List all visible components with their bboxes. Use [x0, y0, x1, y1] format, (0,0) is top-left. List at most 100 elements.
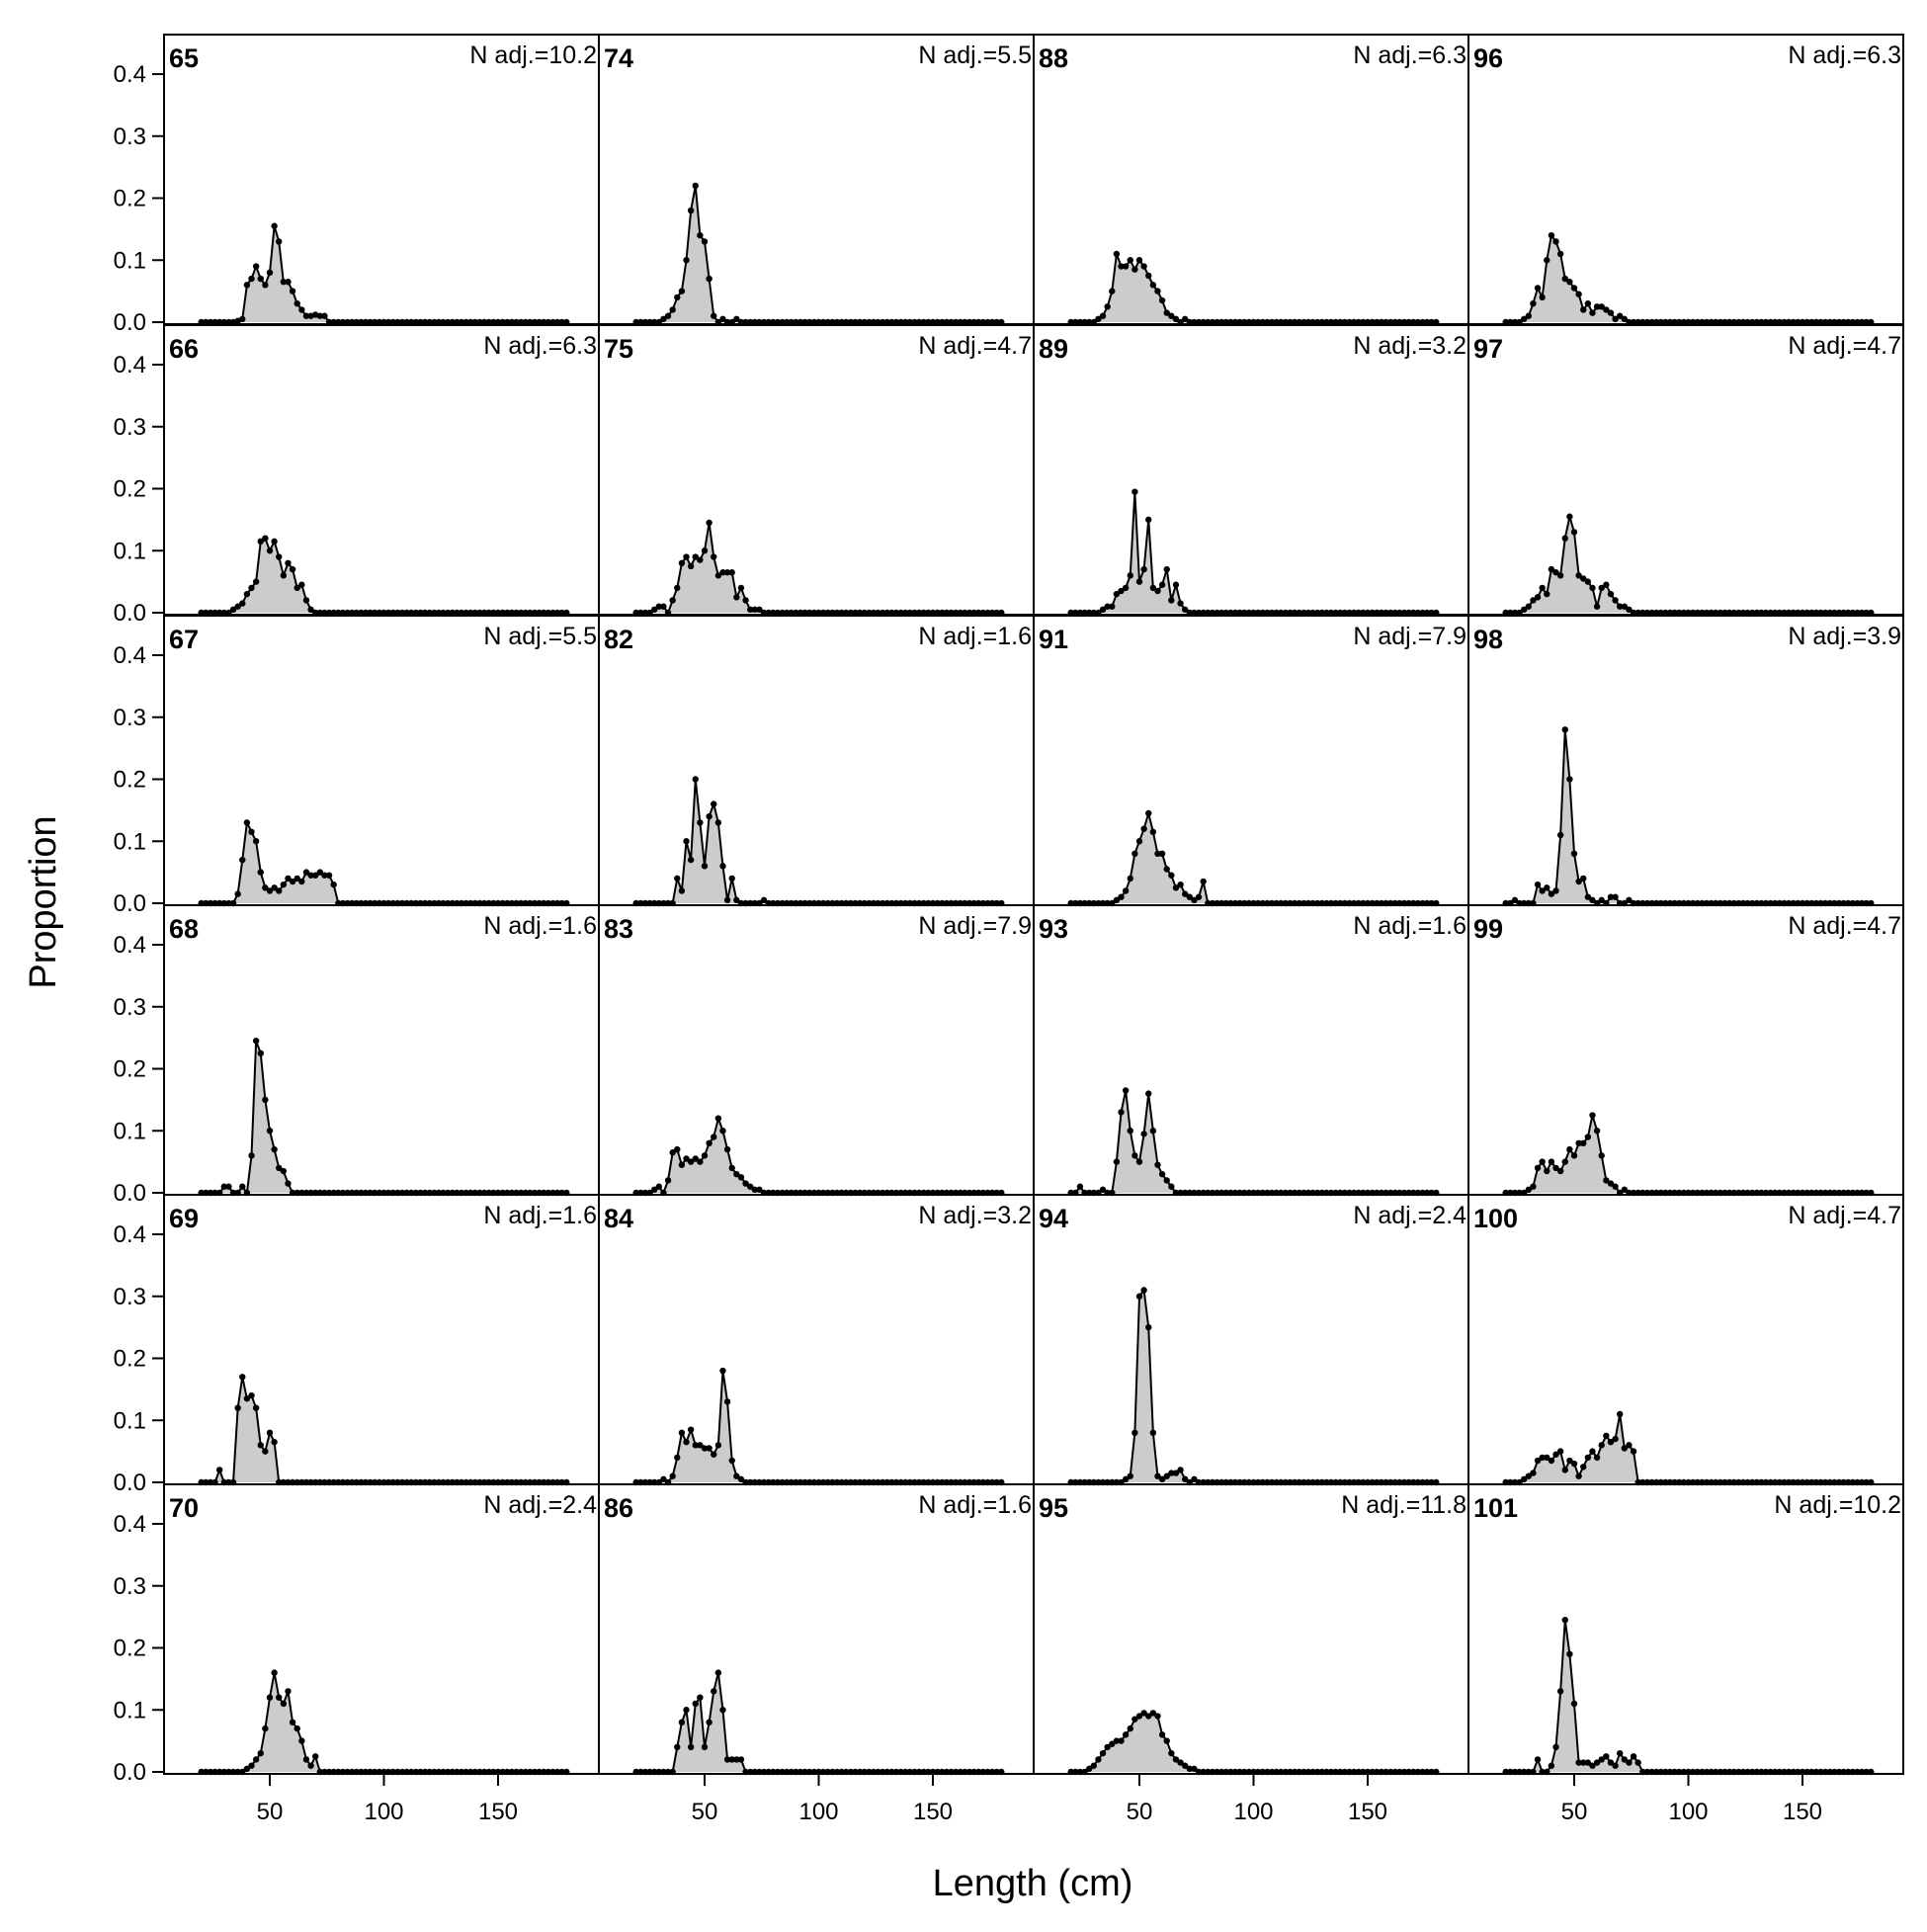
series-area: [1070, 253, 1437, 322]
data-point: [211, 318, 218, 326]
data-point: [1626, 606, 1633, 614]
data-point: [1287, 1768, 1294, 1776]
data-point: [1817, 318, 1824, 326]
data-point: [902, 318, 909, 326]
data-point: [993, 1768, 1000, 1776]
data-point: [801, 318, 808, 326]
data-point: [701, 1743, 709, 1751]
data-point: [1158, 581, 1166, 588]
y-tick-label: 0.1: [114, 828, 146, 855]
data-point: [1327, 609, 1335, 617]
data-point: [541, 318, 547, 326]
data-point: [1630, 318, 1637, 326]
data-point: [239, 1374, 246, 1381]
data-point: [1561, 535, 1568, 542]
data-point: [1776, 609, 1784, 617]
data-point: [394, 609, 401, 617]
data-point: [711, 1688, 717, 1695]
panel-title: 74: [604, 43, 633, 73]
panel-title: 98: [1473, 625, 1503, 654]
panel-frame: [1033, 1483, 1469, 1775]
data-point: [494, 609, 502, 617]
data-point: [723, 318, 731, 326]
data-point: [527, 609, 534, 617]
data-point: [706, 1139, 712, 1147]
data-point: [344, 318, 351, 326]
data-point: [1575, 878, 1582, 885]
data-point: [1118, 587, 1125, 595]
data-point: [687, 1743, 695, 1751]
data-point: [276, 238, 283, 245]
data-point: [1849, 318, 1857, 326]
data-point: [1200, 318, 1207, 326]
data-point: [1177, 318, 1184, 326]
data-point: [1817, 609, 1824, 617]
data-point: [1163, 1177, 1170, 1184]
panel-n-adj: N adj.=2.4: [483, 1491, 597, 1519]
data-point: [1580, 306, 1587, 313]
data-point: [1868, 609, 1875, 617]
data-point: [843, 318, 850, 326]
data-point: [1140, 1131, 1147, 1137]
data-point: [257, 869, 264, 876]
data-point: [1360, 1768, 1367, 1776]
data-point: [632, 609, 639, 617]
data-point: [207, 609, 214, 617]
series-area: [635, 1672, 1002, 1772]
data-point: [1607, 590, 1615, 598]
y-tick-label: 0.4: [114, 61, 146, 88]
data-point: [824, 1768, 831, 1776]
panel-n-adj: N adj.=1.6: [1353, 912, 1466, 940]
data-point: [756, 1768, 763, 1776]
data-point: [1341, 318, 1349, 326]
data-point: [248, 828, 255, 836]
panel-frame: [1467, 615, 1904, 906]
data-point: [1382, 609, 1389, 617]
data-point: [650, 1768, 658, 1776]
data-point: [403, 609, 410, 617]
data-point: [819, 1768, 827, 1776]
data-point: [1259, 1768, 1266, 1776]
data-point: [412, 609, 420, 617]
panel-74: 74 N adj.=5.5: [598, 34, 1035, 326]
data-point: [1391, 1768, 1398, 1776]
data-point: [1273, 1768, 1280, 1776]
y-tick-label: 0.2: [114, 186, 146, 212]
data-point: [1236, 609, 1243, 617]
data-point: [1282, 318, 1290, 326]
data-point: [984, 609, 991, 617]
data-point: [234, 890, 241, 897]
data-point: [1313, 609, 1321, 617]
y-tick-label: 0.0: [114, 1759, 146, 1786]
data-point: [1323, 1768, 1330, 1776]
data-point: [1135, 257, 1143, 264]
data-point: [1552, 569, 1559, 576]
series-area: [201, 822, 567, 903]
data-point: [751, 606, 759, 614]
data-point: [1612, 1435, 1619, 1443]
series-area: [635, 523, 1002, 613]
panel-n-adj: N adj.=10.2: [469, 42, 597, 69]
series-area: [635, 1371, 1002, 1482]
data-point: [1131, 488, 1138, 495]
data-point: [711, 312, 717, 319]
data-point: [321, 872, 328, 879]
data-point: [1378, 609, 1385, 617]
data-point: [1168, 597, 1175, 604]
data-point: [1191, 1475, 1198, 1483]
data-point: [1287, 318, 1294, 326]
data-point: [674, 875, 681, 882]
data-point: [1781, 318, 1788, 326]
data-point: [198, 1768, 205, 1776]
data-point: [683, 1707, 690, 1714]
data-point: [394, 318, 401, 326]
data-point: [1795, 1768, 1801, 1776]
data-point: [943, 1768, 951, 1776]
data-point: [1772, 609, 1779, 617]
data-point: [692, 553, 699, 560]
data-point: [1254, 318, 1262, 326]
data-point: [266, 269, 274, 276]
data-point: [262, 1448, 269, 1455]
data-point: [1131, 1429, 1138, 1437]
data-point: [706, 275, 712, 283]
